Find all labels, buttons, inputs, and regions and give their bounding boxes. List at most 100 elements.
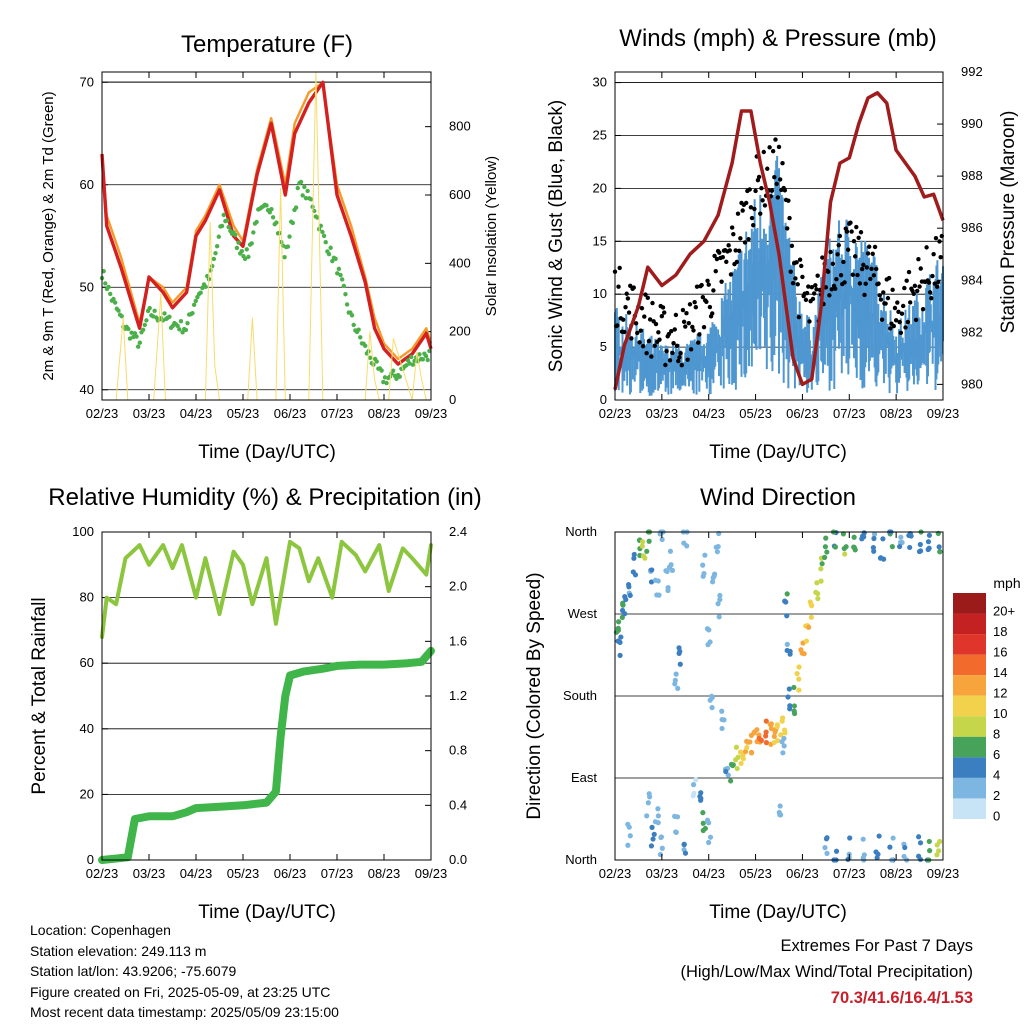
gust-point bbox=[691, 328, 696, 333]
gust-point bbox=[833, 286, 838, 291]
gust-point bbox=[678, 350, 683, 356]
dewpoint-point bbox=[379, 368, 384, 373]
gust-point bbox=[699, 282, 704, 288]
direction-point bbox=[744, 744, 750, 751]
x-tick-label: 05/23 bbox=[227, 866, 260, 881]
direction-point bbox=[619, 614, 625, 620]
gust-point bbox=[672, 327, 677, 332]
x-tick-label: 07/23 bbox=[321, 866, 354, 881]
gust-point bbox=[671, 340, 676, 346]
rh-line bbox=[100, 539, 433, 639]
gust-point bbox=[645, 295, 650, 301]
x-tick-label: 04/23 bbox=[180, 866, 213, 881]
dewpoint-point bbox=[191, 302, 197, 308]
gust-point bbox=[652, 343, 658, 348]
gust-point bbox=[646, 338, 652, 344]
gust-point bbox=[811, 291, 817, 296]
direction-point bbox=[625, 821, 631, 827]
gust-point bbox=[879, 317, 885, 322]
gust-point bbox=[676, 358, 681, 364]
colorbar-swatch bbox=[953, 736, 986, 758]
x-tick-label: 08/23 bbox=[368, 406, 401, 421]
dewpoint-point bbox=[420, 357, 425, 362]
direction-point bbox=[871, 548, 877, 554]
direction-point bbox=[778, 732, 784, 738]
temperature-panel: 40 50 60 70 0 200 400 600 800 02/23 03/23 04/23 05/2… bbox=[80, 71, 471, 421]
direction-point bbox=[756, 735, 762, 741]
direction-point bbox=[656, 592, 662, 598]
dewpoint-point bbox=[339, 277, 345, 282]
gust-point bbox=[934, 284, 940, 289]
gust-point bbox=[621, 317, 626, 322]
dewpoint-point bbox=[233, 232, 238, 238]
direction-point bbox=[822, 845, 828, 851]
gust-point bbox=[649, 354, 654, 359]
colorbar-swatch bbox=[953, 757, 986, 778]
gust-point bbox=[697, 332, 702, 337]
direction-point bbox=[814, 580, 820, 586]
dewpoint-point bbox=[409, 354, 414, 360]
colorbar-label: 16 bbox=[993, 644, 1007, 659]
gust-point bbox=[869, 266, 874, 272]
x-tick-label: 02/23 bbox=[86, 866, 119, 881]
direction-point bbox=[615, 627, 622, 633]
x-tick-label: 06/23 bbox=[274, 866, 307, 881]
colorbar-label: 8 bbox=[993, 727, 1000, 742]
gust-point bbox=[683, 324, 688, 329]
direction-point bbox=[737, 749, 744, 755]
y-tick-label: 20 bbox=[593, 180, 607, 195]
direction-point bbox=[651, 831, 657, 837]
gust-point bbox=[904, 278, 909, 283]
x-tick-label: 05/23 bbox=[227, 406, 260, 421]
direction-point bbox=[784, 591, 790, 597]
gust-point bbox=[810, 296, 816, 302]
gust-point bbox=[744, 200, 749, 206]
gust-point bbox=[786, 198, 791, 203]
gust-point bbox=[633, 321, 639, 326]
x-tick-label: 09/23 bbox=[927, 406, 960, 421]
dewpoint-point bbox=[147, 305, 152, 311]
gust-point bbox=[842, 280, 847, 285]
direction-point bbox=[667, 548, 674, 554]
gust-point bbox=[736, 248, 742, 254]
dewpoint-point bbox=[129, 330, 134, 335]
colorbar-label: 10 bbox=[993, 706, 1007, 721]
gust-point bbox=[874, 266, 879, 272]
gust-point bbox=[695, 340, 701, 345]
direction-point bbox=[776, 809, 782, 816]
gust-point bbox=[624, 291, 629, 296]
gust-point bbox=[787, 215, 792, 221]
gust-point bbox=[815, 273, 820, 278]
direction-point bbox=[777, 803, 783, 809]
direction-point bbox=[639, 539, 646, 545]
direction-point bbox=[832, 544, 838, 550]
x-tick-label: 08/23 bbox=[880, 866, 913, 881]
y-tick-label: East bbox=[571, 770, 597, 785]
gust-point bbox=[774, 181, 779, 187]
dewpoint-point bbox=[338, 272, 343, 278]
dewpoint-point bbox=[251, 230, 256, 235]
y-right-tick-label: 200 bbox=[449, 324, 471, 339]
dewpoint-point bbox=[336, 266, 342, 272]
y-right-tick-label: 0.8 bbox=[449, 743, 467, 758]
gust-point bbox=[644, 350, 649, 356]
dewpoint-point bbox=[417, 352, 422, 357]
gust-point bbox=[753, 188, 758, 194]
gust-point bbox=[759, 185, 764, 191]
direction-point bbox=[675, 685, 681, 691]
gust-point bbox=[635, 330, 640, 336]
direction-point bbox=[786, 686, 792, 692]
direction-point bbox=[709, 695, 715, 701]
dewpoint-point bbox=[303, 195, 309, 201]
gust-point bbox=[688, 347, 694, 352]
station-latlon: Station lat/lon: 43.9206; -75.6079 bbox=[30, 963, 237, 979]
gust-point bbox=[662, 310, 667, 315]
x-tick-label: 07/23 bbox=[321, 406, 354, 421]
gust-point bbox=[657, 337, 662, 342]
dewpoint-point bbox=[287, 234, 292, 239]
direction-point bbox=[772, 729, 778, 735]
direction-title: Wind Direction bbox=[700, 484, 856, 511]
direction-point bbox=[647, 794, 653, 800]
direction-point bbox=[768, 725, 775, 732]
gust-point bbox=[906, 269, 912, 275]
